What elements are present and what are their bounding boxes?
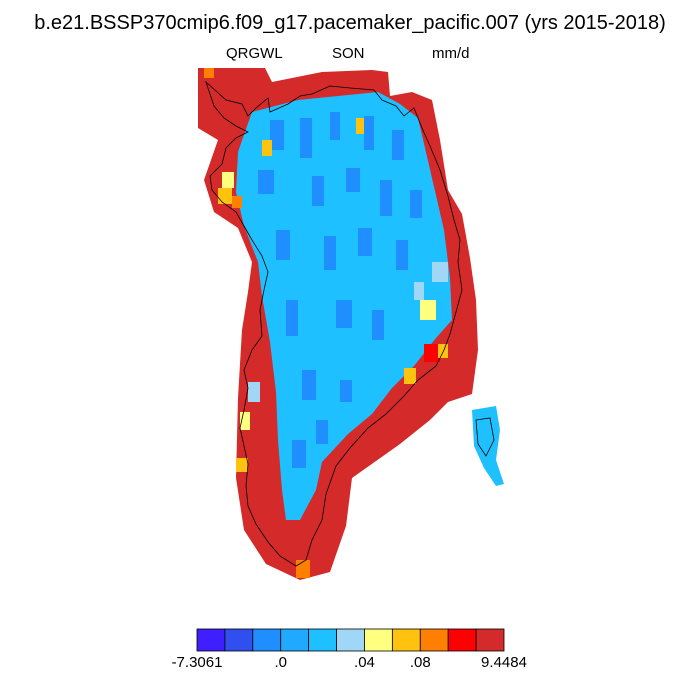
colorbar-tick-label: .04 [354,654,375,671]
map-island-east [472,406,504,486]
colorbar-swatch [391,628,421,652]
colorbar-swatch [252,628,282,652]
colorbar [196,628,505,652]
units-label: mm/d [432,45,470,62]
map-island-east-coast [475,417,495,457]
colorbar-swatch [196,628,226,652]
colorbar-tick-label: .0 [274,654,287,671]
colorbar-tick-label: .08 [409,654,431,671]
colorbar-swatch [364,628,393,652]
colorbar-swatch [447,628,477,652]
colorbar-tick-label: 9.4484 [481,654,527,671]
plot-title: b.e21.BSSP370cmip6.f09_g17.pacemaker_pac… [34,12,666,34]
season-label: SON [332,45,365,62]
map-warm-cells [204,68,448,578]
variable-label: QRGWL [226,45,283,62]
colorbar-swatch [308,628,337,652]
map-darkblue-cells [258,112,422,468]
colorbar-swatch [419,628,449,652]
colorbar-tick-label: -7.3061 [171,654,223,671]
colorbar-swatch [280,628,310,652]
colorbar-swatch [475,628,505,652]
colorbar-swatch [336,628,365,652]
colorbar-swatch [224,628,254,652]
coastline [205,80,463,567]
